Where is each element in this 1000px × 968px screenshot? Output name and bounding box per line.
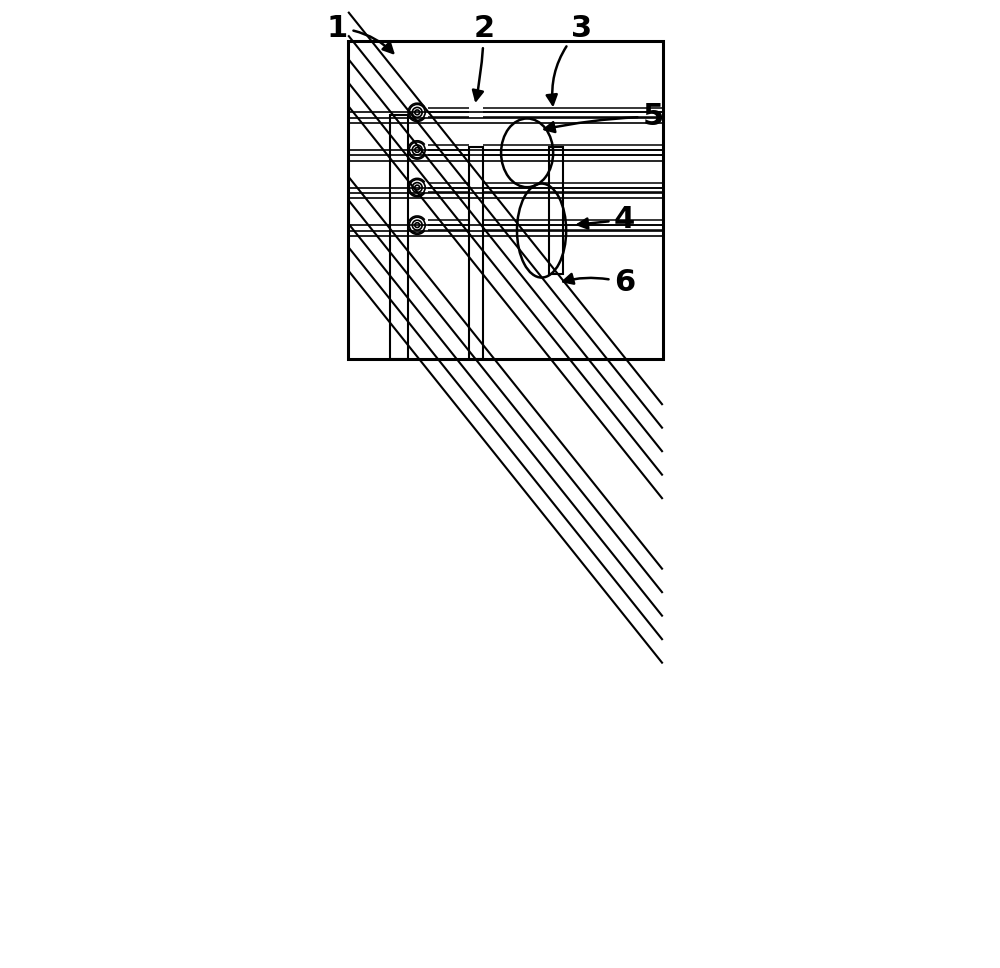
Text: 3: 3 <box>547 14 592 105</box>
Bar <box>469 147 483 359</box>
Text: 5: 5 <box>544 103 664 132</box>
Bar <box>549 147 563 274</box>
Text: 2: 2 <box>473 14 494 101</box>
Text: 6: 6 <box>563 268 635 297</box>
Bar <box>390 115 408 359</box>
Text: 4: 4 <box>578 205 635 234</box>
Bar <box>348 41 663 359</box>
Text: 1: 1 <box>327 14 393 53</box>
